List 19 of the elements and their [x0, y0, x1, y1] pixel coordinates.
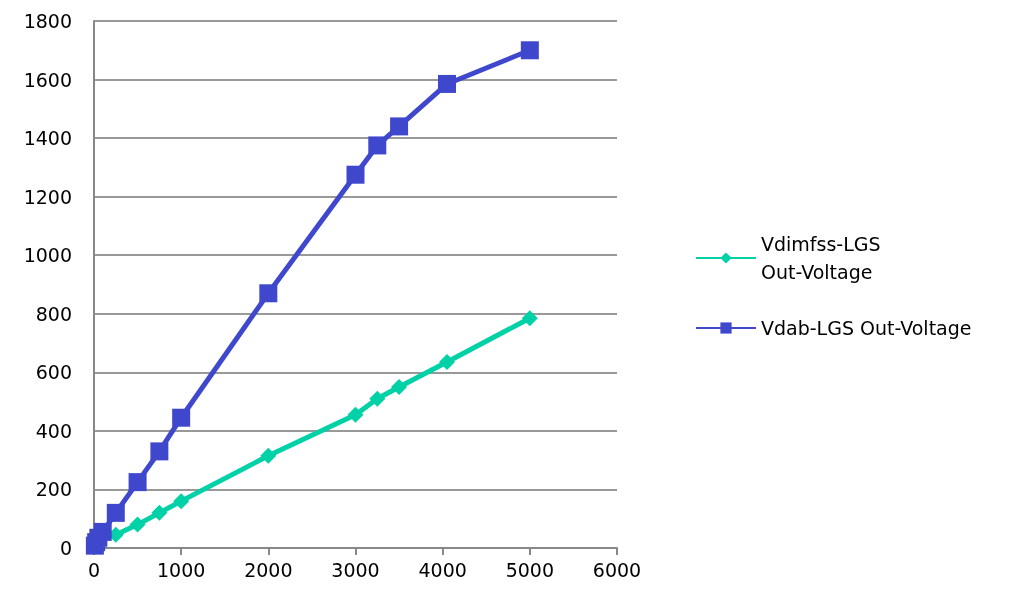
y-tick-label: 200: [35, 478, 72, 501]
x-tick-label: 5000: [505, 558, 555, 581]
x-tick-label: 6000: [592, 558, 642, 581]
legend-label: Vdimfss-LGS Out-Voltage: [761, 233, 887, 283]
y-tick-label: 0: [59, 537, 72, 559]
y-tick-label: 1200: [23, 185, 72, 208]
y-tick-label: 800: [35, 302, 72, 325]
y-tick-label: 1600: [23, 68, 72, 91]
y-tick-label: 400: [35, 419, 72, 442]
x-tick-label: 3000: [331, 558, 380, 581]
x-tick-label: 0: [87, 558, 101, 581]
y-tick-label: 1000: [23, 244, 72, 267]
y-tick-label: 1800: [23, 10, 72, 32]
x-tick-label: 2000: [244, 558, 293, 581]
legend-label: Vdab-LGS Out-Voltage: [761, 317, 972, 339]
y-tick-label: 1400: [23, 127, 72, 150]
x-tick-label: 4000: [418, 558, 467, 581]
y-tick-label: 600: [35, 361, 72, 384]
x-tick-label: 1000: [156, 558, 206, 581]
